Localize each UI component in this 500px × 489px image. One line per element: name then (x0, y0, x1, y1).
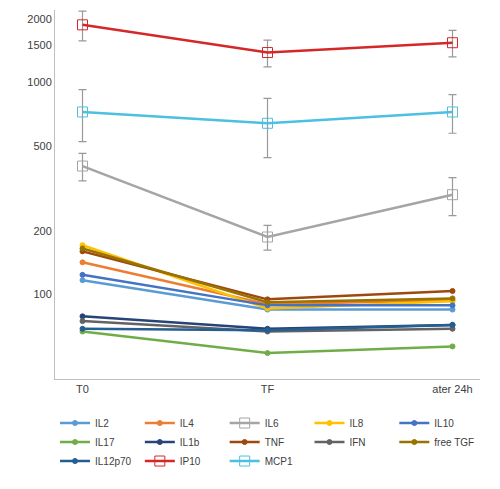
svg-text:2000: 2000 (27, 13, 51, 25)
svg-text:500: 500 (33, 140, 51, 152)
svg-text:T0: T0 (76, 383, 89, 395)
svg-text:IL2: IL2 (95, 418, 109, 429)
svg-text:IL17: IL17 (95, 437, 115, 448)
svg-text:IL10: IL10 (434, 418, 454, 429)
svg-text:100: 100 (33, 288, 51, 300)
svg-text:free TGF: free TGF (434, 437, 474, 448)
svg-text:IL8: IL8 (349, 418, 363, 429)
svg-text:IL4: IL4 (180, 418, 194, 429)
svg-text:1500: 1500 (27, 39, 51, 51)
svg-text:200: 200 (33, 225, 51, 237)
svg-text:MCP1: MCP1 (265, 456, 293, 467)
svg-text:IL12p70: IL12p70 (95, 456, 132, 467)
svg-text:1000: 1000 (27, 76, 51, 88)
svg-text:ater 24h: ater 24h (432, 383, 472, 395)
svg-text:IL6: IL6 (265, 418, 279, 429)
svg-text:TF: TF (261, 383, 275, 395)
svg-text:IFN: IFN (349, 437, 365, 448)
svg-text:TNF: TNF (265, 437, 284, 448)
svg-text:IP10: IP10 (180, 456, 201, 467)
svg-text:IL1b: IL1b (180, 437, 200, 448)
